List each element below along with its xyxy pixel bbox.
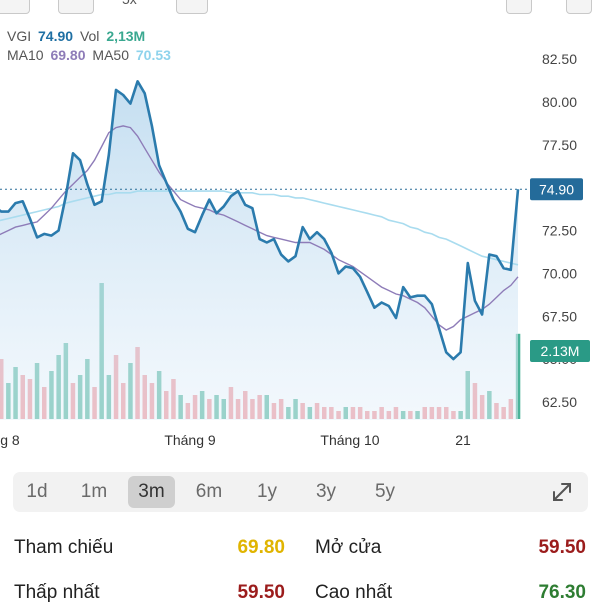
drawing-tool-button[interactable]: [176, 0, 208, 14]
last-price-badge-label: 74.90: [539, 181, 574, 197]
y-tick-label: 72.50: [542, 223, 577, 239]
legend-ma50-label: MA50: [92, 47, 129, 63]
series-line-ma50: [0, 190, 519, 266]
price-area: [0, 81, 518, 420]
legend-vol-label: Vol: [79, 28, 100, 44]
expand-icon[interactable]: [548, 478, 576, 506]
series-line-ma10: [0, 125, 519, 331]
indicator-button[interactable]: [58, 0, 94, 14]
x-tick-label: Tháng 10: [320, 432, 379, 448]
last-volume-badge-label: 2.13M: [541, 343, 580, 359]
legend-symbol: VGI: [7, 28, 32, 44]
legend-ma10-value: 69.80: [50, 47, 86, 63]
x-tick-label: 21: [455, 432, 471, 448]
price-chart[interactable]: 82.5080.0077.5075.0072.5070.0067.5065.00…: [0, 0, 600, 460]
tab-1m[interactable]: 1m: [80, 481, 108, 502]
y-tick-label: 82.50: [542, 51, 577, 67]
settings-button[interactable]: [506, 0, 532, 14]
y-tick-label: 80.00: [542, 94, 577, 110]
legend-vol-value: 2,13M: [106, 28, 146, 44]
legend-price-row: VGI 74.90 Vol 2,13M: [7, 28, 148, 44]
y-tick-label: 62.50: [542, 394, 577, 410]
tab-1y[interactable]: 1y: [256, 481, 278, 502]
y-tick-label: 67.50: [542, 308, 577, 324]
legend-price: 74.90: [38, 28, 74, 44]
low-price-value: 59.50: [237, 582, 285, 603]
open-price-label: Mở cửa: [315, 537, 382, 558]
low-price-label: Thấp nhất: [14, 582, 100, 603]
legend-ma50-value: 70.53: [135, 47, 171, 63]
high-price-value: 76.30: [538, 582, 586, 603]
legend-ma10-label: MA10: [7, 47, 44, 63]
tab-3m[interactable]: 3m: [128, 476, 175, 508]
tab-6m[interactable]: 6m: [195, 481, 223, 502]
ref-price-value: 69.80: [237, 537, 285, 558]
timeframe-button[interactable]: 5x: [122, 0, 137, 7]
time-range-tabs: 1d 1m 3m 6m 1y 3y 5y: [13, 472, 588, 512]
last-price-badge: [530, 178, 583, 201]
ref-price-label: Tham chiếu: [14, 537, 114, 558]
open-price-value: 59.50: [538, 537, 586, 558]
x-tick-label: Tháng 9: [164, 432, 216, 448]
y-tick-label: 77.50: [542, 137, 577, 153]
chart-type-button[interactable]: [0, 0, 30, 14]
tab-1d[interactable]: 1d: [26, 481, 48, 502]
high-price-label: Cao nhất: [315, 582, 393, 603]
legend-ma-row: MA10 69.80 MA50 70.53: [7, 47, 174, 63]
last-volume-badge: [530, 340, 590, 362]
top-toolbar: 5x: [0, 0, 600, 16]
x-tick-label: Tháng 8: [0, 432, 20, 448]
fullscreen-button[interactable]: [566, 0, 592, 14]
y-tick-label: 70.00: [542, 265, 577, 281]
volume-bar: [515, 333, 521, 419]
tab-5y[interactable]: 5y: [374, 481, 396, 502]
tab-3y[interactable]: 3y: [315, 481, 337, 502]
series-line-price: [0, 80, 520, 361]
